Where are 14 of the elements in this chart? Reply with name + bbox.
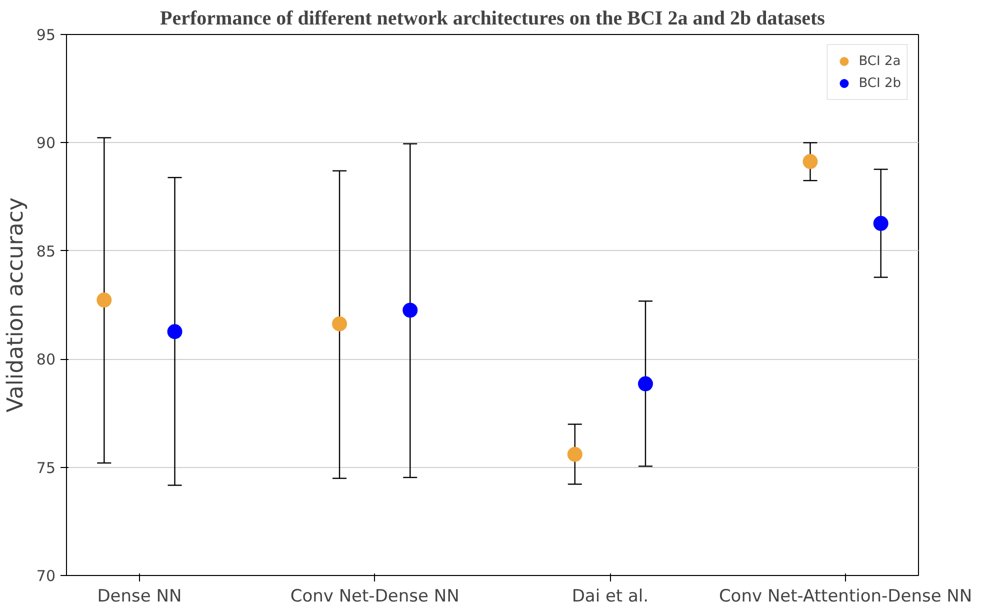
x-tick-label: Conv Net-Attention-Dense NN bbox=[718, 586, 972, 606]
y-tick-label: 70 bbox=[36, 567, 56, 585]
legend-label: BCI 2a bbox=[858, 54, 901, 68]
chart-title: Performance of different network architectures on the BCI 2a and 2b datasets bbox=[160, 8, 826, 30]
y-tick-label: 80 bbox=[36, 350, 56, 369]
y-tick-label: 85 bbox=[36, 242, 56, 260]
y-tick-label: 90 bbox=[36, 134, 56, 152]
y-tick-label: 75 bbox=[36, 458, 56, 477]
legend-label: BCI 2b bbox=[858, 76, 901, 90]
x-tick-label: Conv Net-Dense NN bbox=[290, 586, 460, 606]
y-tick-label: 95 bbox=[36, 26, 56, 44]
x-tick-label: Dai et al. bbox=[572, 586, 649, 606]
x-tick-label: Dense NN bbox=[97, 586, 182, 606]
y-axis-title: Validation accuracy bbox=[3, 198, 28, 412]
